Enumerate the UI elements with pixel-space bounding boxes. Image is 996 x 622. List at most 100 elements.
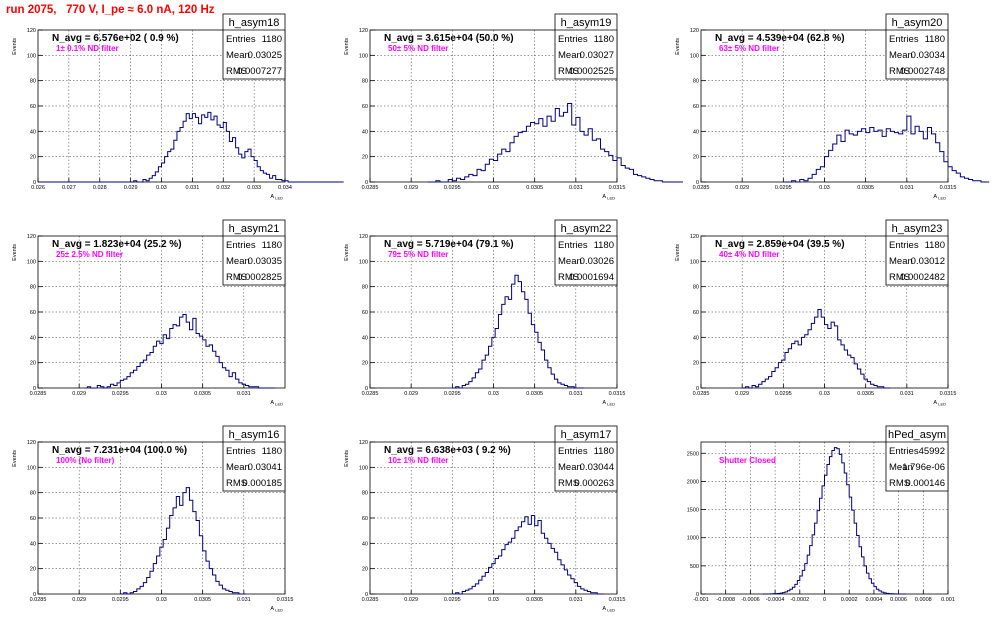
histogram-bin bbox=[203, 551, 206, 594]
histogram-bin bbox=[469, 174, 473, 182]
x-axis-subscript: LED bbox=[275, 402, 283, 407]
histogram-bin bbox=[907, 116, 911, 182]
histogram-bin bbox=[242, 158, 245, 182]
histogram-bin bbox=[220, 128, 223, 182]
y-tick-label: 60 bbox=[693, 310, 699, 316]
histogram-bin bbox=[844, 350, 847, 388]
x-tick-label: 0.03 bbox=[488, 597, 499, 603]
histogram-bin bbox=[226, 590, 229, 594]
histogram-line bbox=[742, 308, 891, 389]
histogram-bin bbox=[853, 135, 857, 182]
histogram-bin bbox=[845, 130, 849, 182]
x-tick-label: 0.0295 bbox=[444, 391, 461, 397]
histogram-bin bbox=[170, 328, 173, 388]
stat-label: Entries bbox=[889, 240, 919, 251]
histogram-bin bbox=[505, 545, 508, 594]
histogram-bin bbox=[805, 564, 807, 594]
histogram-bin bbox=[170, 515, 173, 594]
histogram-bin bbox=[236, 148, 239, 182]
stat-box: h_asym17 Entries 1180 Mean0.03044RMS0.00026… bbox=[554, 425, 618, 492]
histogram-bin bbox=[886, 593, 888, 594]
histogram-bin bbox=[177, 131, 180, 182]
histogram-bin bbox=[555, 109, 559, 182]
histogram-bin bbox=[282, 181, 285, 182]
filter-label: 50± 5% ND filter bbox=[388, 44, 448, 53]
y-axis-title: Events bbox=[12, 244, 18, 261]
histogram-bin bbox=[466, 384, 469, 388]
y-axis-title: Events bbox=[12, 38, 18, 55]
histogram-bin bbox=[800, 576, 802, 594]
navg-label: N_avg = 2.859e+04 (39.5 %) bbox=[715, 239, 845, 250]
stat-value: 1180 bbox=[262, 34, 282, 45]
stat-box: h_asym16 Entries 1180 Mean0.03041RMS0.00018… bbox=[222, 425, 286, 492]
histogram-bin bbox=[870, 128, 874, 182]
filter-label: 1± 0.1% ND filter bbox=[56, 44, 119, 53]
histogram-bin bbox=[584, 590, 587, 594]
histogram-bin bbox=[778, 363, 781, 388]
histogram-bin bbox=[180, 128, 183, 182]
histogram-bin bbox=[469, 589, 472, 594]
histogram-bin bbox=[485, 164, 489, 182]
filter-label: 40± 4% ND filter bbox=[719, 250, 779, 259]
y-tick-label: 120 bbox=[359, 440, 368, 446]
panel-h_asym22: 0.0285 0.029 0.0295 0.03 0.0305 0.031 0.0315 0 2… bbox=[344, 219, 625, 407]
stat-label: RMS bbox=[558, 66, 579, 77]
y-tick-label: 0 bbox=[365, 386, 368, 392]
stat-box-frame bbox=[885, 219, 949, 286]
histogram-bin bbox=[229, 591, 232, 594]
histogram-bin bbox=[816, 169, 820, 182]
histogram-bin bbox=[886, 129, 890, 182]
histogram-bin bbox=[839, 454, 841, 594]
histogram-bin bbox=[576, 117, 580, 182]
y-tick-label: 20 bbox=[693, 361, 699, 367]
histogram-bin bbox=[613, 160, 617, 182]
x-tick-label: 0.0295 bbox=[112, 391, 129, 397]
histogram-bin bbox=[829, 150, 833, 182]
x-tick-label: 0.0315 bbox=[940, 185, 957, 191]
histogram-line bbox=[86, 314, 276, 389]
histogram-bin bbox=[276, 179, 279, 182]
histogram-bin bbox=[837, 135, 841, 182]
histogram-bin bbox=[795, 341, 798, 388]
histogram-bin bbox=[239, 154, 242, 182]
y-tick-label: 60 bbox=[693, 104, 699, 110]
y-axis-title: Events bbox=[344, 450, 350, 467]
histogram-bin bbox=[202, 115, 205, 182]
x-tick-label: 0.0285 bbox=[693, 185, 710, 191]
panel-h_asym20: 0.0285 0.029 0.0295 0.03 0.0305 0.031 0.0315 0 2… bbox=[675, 13, 990, 201]
histogram-bin bbox=[862, 129, 866, 182]
histogram-bin bbox=[538, 342, 541, 388]
x-tick-label: 0.03 bbox=[156, 597, 167, 603]
histogram-bin bbox=[216, 356, 219, 388]
histogram-bin bbox=[834, 326, 837, 388]
histogram-bin bbox=[526, 126, 530, 182]
histogram-bin bbox=[232, 593, 235, 594]
histogram-bin bbox=[861, 374, 864, 388]
x-axis-title: A LED bbox=[602, 194, 615, 201]
stat-value: 0.03044 bbox=[580, 462, 614, 473]
histogram-bin bbox=[811, 323, 814, 388]
histogram-bin bbox=[528, 524, 531, 594]
histogram-bin bbox=[801, 337, 804, 388]
histogram-bin bbox=[617, 158, 621, 182]
histogram-bin bbox=[489, 567, 492, 594]
y-tick-label: 120 bbox=[359, 28, 368, 34]
histogram-bin bbox=[180, 505, 183, 594]
histogram-bin bbox=[236, 379, 239, 388]
histogram-bin bbox=[196, 521, 199, 594]
histogram-bin bbox=[193, 512, 196, 594]
histogram-bin bbox=[248, 149, 251, 182]
histogram-bin bbox=[866, 573, 868, 594]
histogram-bin bbox=[213, 351, 216, 388]
x-tick-label: 0.029 bbox=[124, 185, 138, 191]
y-tick-label: 2500 bbox=[687, 451, 699, 457]
stat-label: Mean bbox=[226, 50, 250, 61]
histogram-bin bbox=[186, 488, 189, 594]
stat-box-frame bbox=[885, 425, 949, 492]
histogram-bin bbox=[475, 373, 478, 388]
histogram-bin bbox=[155, 172, 158, 182]
histogram-bin bbox=[522, 131, 526, 182]
panel-h_asym17: 0.0285 0.029 0.0295 0.03 0.0305 0.031 0.0315 0 2… bbox=[344, 425, 625, 613]
x-tick-label: 0.029 bbox=[72, 391, 86, 397]
histogram-bin bbox=[535, 124, 539, 182]
